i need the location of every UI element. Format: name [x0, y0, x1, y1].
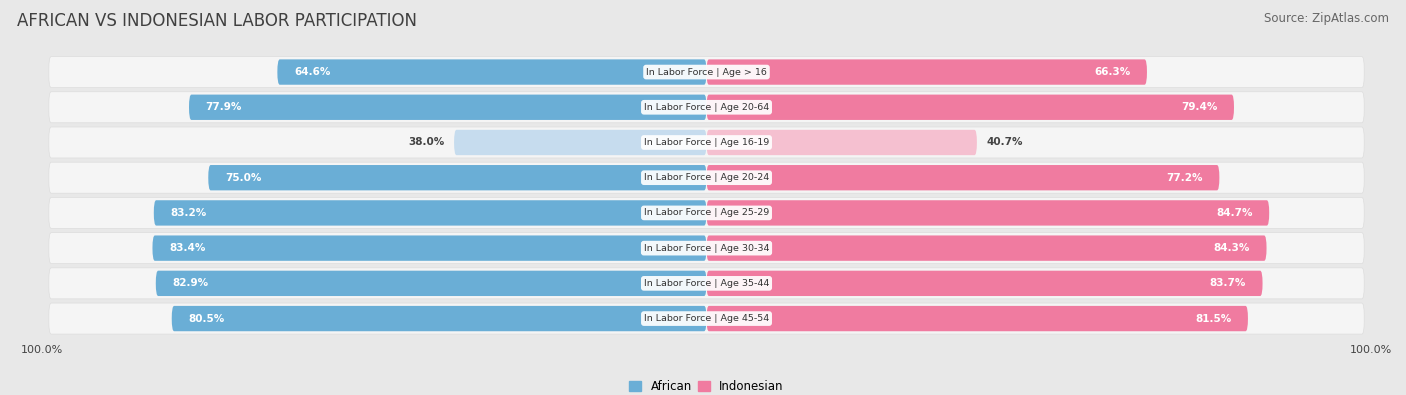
Text: 64.6%: 64.6% [294, 67, 330, 77]
FancyBboxPatch shape [49, 303, 1364, 334]
FancyBboxPatch shape [706, 306, 1249, 331]
FancyBboxPatch shape [49, 198, 1364, 228]
FancyBboxPatch shape [49, 56, 1364, 88]
FancyBboxPatch shape [706, 165, 1219, 190]
FancyBboxPatch shape [706, 271, 1263, 296]
FancyBboxPatch shape [706, 130, 977, 155]
Text: 84.7%: 84.7% [1216, 208, 1253, 218]
FancyBboxPatch shape [454, 130, 706, 155]
Text: 82.9%: 82.9% [173, 278, 208, 288]
FancyBboxPatch shape [152, 235, 706, 261]
Text: 80.5%: 80.5% [188, 314, 225, 324]
FancyBboxPatch shape [172, 306, 706, 331]
Text: 79.4%: 79.4% [1181, 102, 1218, 112]
Text: In Labor Force | Age 30-34: In Labor Force | Age 30-34 [644, 244, 769, 253]
FancyBboxPatch shape [49, 162, 1364, 193]
FancyBboxPatch shape [706, 59, 1147, 85]
Text: 38.0%: 38.0% [408, 137, 444, 147]
Text: 75.0%: 75.0% [225, 173, 262, 183]
Text: 83.2%: 83.2% [170, 208, 207, 218]
Text: In Labor Force | Age 20-64: In Labor Force | Age 20-64 [644, 103, 769, 112]
Text: 83.7%: 83.7% [1209, 278, 1246, 288]
FancyBboxPatch shape [188, 94, 706, 120]
Text: Source: ZipAtlas.com: Source: ZipAtlas.com [1264, 12, 1389, 25]
Text: In Labor Force | Age 35-44: In Labor Force | Age 35-44 [644, 279, 769, 288]
Text: In Labor Force | Age 16-19: In Labor Force | Age 16-19 [644, 138, 769, 147]
Text: 40.7%: 40.7% [987, 137, 1024, 147]
Text: 84.3%: 84.3% [1213, 243, 1250, 253]
Text: In Labor Force | Age > 16: In Labor Force | Age > 16 [647, 68, 766, 77]
Text: AFRICAN VS INDONESIAN LABOR PARTICIPATION: AFRICAN VS INDONESIAN LABOR PARTICIPATIO… [17, 12, 416, 30]
FancyBboxPatch shape [706, 94, 1234, 120]
FancyBboxPatch shape [49, 233, 1364, 263]
Text: 83.4%: 83.4% [169, 243, 205, 253]
FancyBboxPatch shape [706, 200, 1270, 226]
Text: In Labor Force | Age 45-54: In Labor Force | Age 45-54 [644, 314, 769, 323]
Text: In Labor Force | Age 20-24: In Labor Force | Age 20-24 [644, 173, 769, 182]
Text: In Labor Force | Age 25-29: In Labor Force | Age 25-29 [644, 209, 769, 217]
Text: 77.9%: 77.9% [205, 102, 242, 112]
Text: 77.2%: 77.2% [1166, 173, 1202, 183]
FancyBboxPatch shape [49, 127, 1364, 158]
Text: 81.5%: 81.5% [1195, 314, 1232, 324]
Text: 66.3%: 66.3% [1094, 67, 1130, 77]
FancyBboxPatch shape [277, 59, 706, 85]
FancyBboxPatch shape [706, 235, 1267, 261]
FancyBboxPatch shape [153, 200, 706, 226]
FancyBboxPatch shape [156, 271, 706, 296]
FancyBboxPatch shape [49, 92, 1364, 123]
Legend: African, Indonesian: African, Indonesian [624, 376, 789, 395]
FancyBboxPatch shape [49, 268, 1364, 299]
FancyBboxPatch shape [208, 165, 706, 190]
